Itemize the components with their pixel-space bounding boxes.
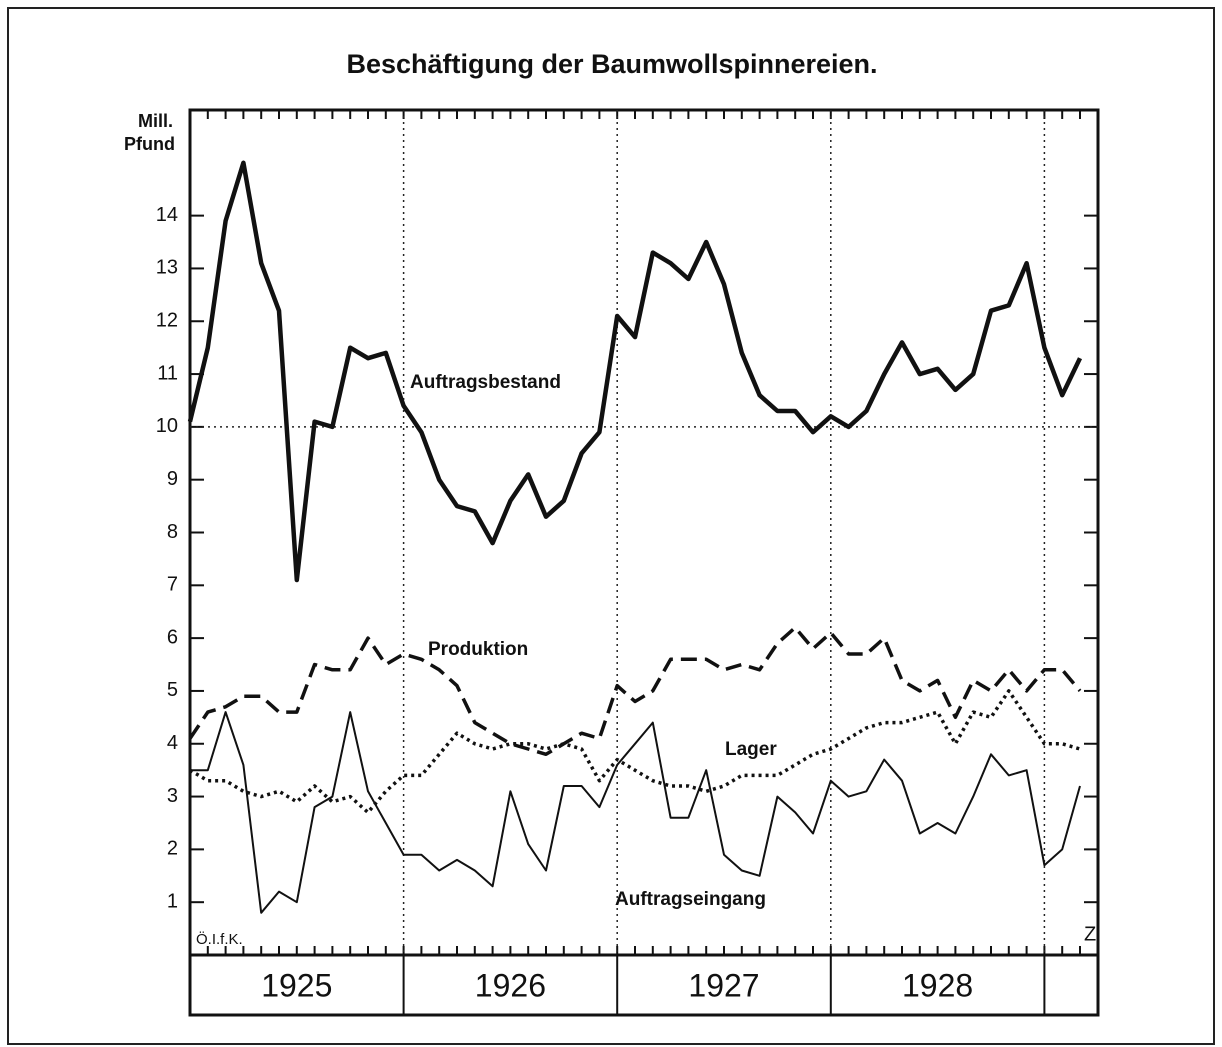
y-tick-label: 14 xyxy=(156,204,178,226)
series-line xyxy=(188,625,1082,757)
series-line xyxy=(189,689,1081,815)
y-tick-label: 12 xyxy=(156,310,178,332)
y-tick-label: 1 xyxy=(167,890,178,912)
y-tick-label: 6 xyxy=(167,626,178,648)
y-axis-label: Pfund xyxy=(124,134,175,154)
y-tick-label: 2 xyxy=(167,838,178,860)
series-line xyxy=(190,711,1081,914)
series-label: Produktion xyxy=(428,639,528,660)
annotation: Ö.I.f.K. xyxy=(196,930,243,948)
year-bar xyxy=(188,953,1100,1017)
frame xyxy=(7,7,1215,1045)
y-tick-label: 8 xyxy=(167,521,178,543)
series-label: Auftragsbestand xyxy=(410,372,561,393)
series-line xyxy=(187,160,1083,583)
y-tick-label: 5 xyxy=(167,679,178,701)
y-axis-label: Mill. xyxy=(138,111,173,131)
y-tick-label: 9 xyxy=(167,468,178,490)
x-group-label: 1927 xyxy=(688,967,759,1003)
series-label: Auftragseingang xyxy=(615,889,766,910)
y-tick-label: 11 xyxy=(157,362,178,384)
series-label: Lager xyxy=(725,739,777,760)
y-tick-label: 7 xyxy=(167,574,178,596)
y-tick-label: 4 xyxy=(167,732,178,754)
plot-area xyxy=(188,108,1100,957)
x-group-label: 1928 xyxy=(902,967,973,1003)
annotation: Z xyxy=(1084,923,1096,945)
x-group-label: 1925 xyxy=(261,967,332,1003)
y-tick-label: 3 xyxy=(167,785,178,807)
chart-title: Beschäftigung der Baumwollspinnereien. xyxy=(346,49,877,79)
x-group-label: 1926 xyxy=(475,967,546,1003)
y-tick-label: 10 xyxy=(156,415,178,437)
y-tick-label: 13 xyxy=(156,257,178,279)
